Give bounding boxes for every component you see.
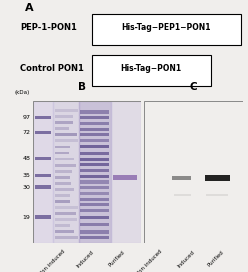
Bar (55, 188, 74, 191)
Bar (55, 236, 78, 239)
Text: Induced: Induced (176, 249, 195, 268)
Text: 35: 35 (22, 173, 30, 178)
Bar (80, 236, 109, 239)
Bar (80, 145, 109, 148)
Bar (206, 194, 228, 196)
Text: 19: 19 (22, 215, 30, 220)
Text: C: C (190, 82, 197, 92)
Text: His-Tag−PON1: His-Tag−PON1 (121, 64, 182, 73)
Text: B: B (78, 82, 86, 92)
FancyBboxPatch shape (92, 14, 241, 45)
FancyBboxPatch shape (92, 55, 211, 86)
Bar (80, 223, 109, 227)
Bar (113, 175, 137, 180)
Bar (55, 146, 70, 149)
Bar (34, 131, 51, 134)
Bar (34, 186, 51, 188)
Text: 48: 48 (22, 156, 30, 161)
Text: Non induced: Non induced (38, 249, 66, 272)
Text: (kDa): (kDa) (15, 90, 30, 95)
Bar (80, 203, 109, 206)
Bar (80, 175, 109, 178)
Bar (80, 209, 109, 212)
Bar (172, 176, 191, 180)
Bar (55, 152, 68, 154)
Bar (80, 186, 109, 189)
Text: Purified: Purified (108, 249, 126, 267)
Bar (34, 157, 51, 160)
Bar (80, 128, 109, 131)
Text: Induced: Induced (76, 249, 95, 268)
Bar (80, 139, 109, 142)
Bar (55, 109, 78, 112)
Bar (80, 152, 109, 155)
Bar (55, 224, 70, 227)
Text: 97: 97 (22, 115, 30, 120)
Bar (34, 116, 51, 119)
Bar (80, 122, 109, 125)
Bar (55, 140, 78, 142)
Bar (80, 216, 109, 219)
Bar (55, 115, 73, 118)
Bar (33, 101, 53, 243)
Text: PEP-1-PON1: PEP-1-PON1 (20, 23, 77, 32)
Bar (55, 157, 74, 160)
Bar (55, 127, 69, 130)
Bar (55, 164, 76, 166)
Bar (80, 110, 109, 114)
Bar (80, 116, 109, 119)
Bar (55, 230, 74, 233)
Bar (80, 157, 109, 161)
Bar (55, 206, 78, 209)
Bar (55, 218, 77, 221)
Bar (55, 134, 77, 136)
Bar (34, 215, 51, 219)
Bar (55, 121, 73, 124)
Text: Non induced: Non induced (136, 249, 164, 272)
Bar (55, 200, 70, 203)
Text: 30: 30 (22, 184, 30, 190)
Bar (174, 194, 191, 196)
Bar (80, 180, 109, 184)
Bar (80, 163, 109, 166)
Bar (34, 174, 51, 177)
Text: His-Tag−PEP1−PON1: His-Tag−PEP1−PON1 (122, 23, 211, 32)
Bar (55, 212, 76, 215)
Bar (55, 176, 69, 179)
Bar (55, 182, 71, 185)
Bar (80, 169, 109, 172)
Bar (205, 175, 230, 181)
Bar (55, 170, 72, 172)
Text: 72: 72 (22, 130, 30, 135)
Bar (55, 194, 70, 197)
Text: Purified: Purified (207, 249, 225, 267)
Bar (79, 101, 111, 243)
Bar (111, 101, 141, 243)
Bar (80, 192, 109, 195)
Bar (80, 133, 109, 137)
Bar (80, 197, 109, 201)
Text: A: A (25, 3, 33, 13)
Bar (53, 101, 79, 243)
Text: Control PON1: Control PON1 (20, 64, 84, 73)
Bar (80, 230, 109, 234)
